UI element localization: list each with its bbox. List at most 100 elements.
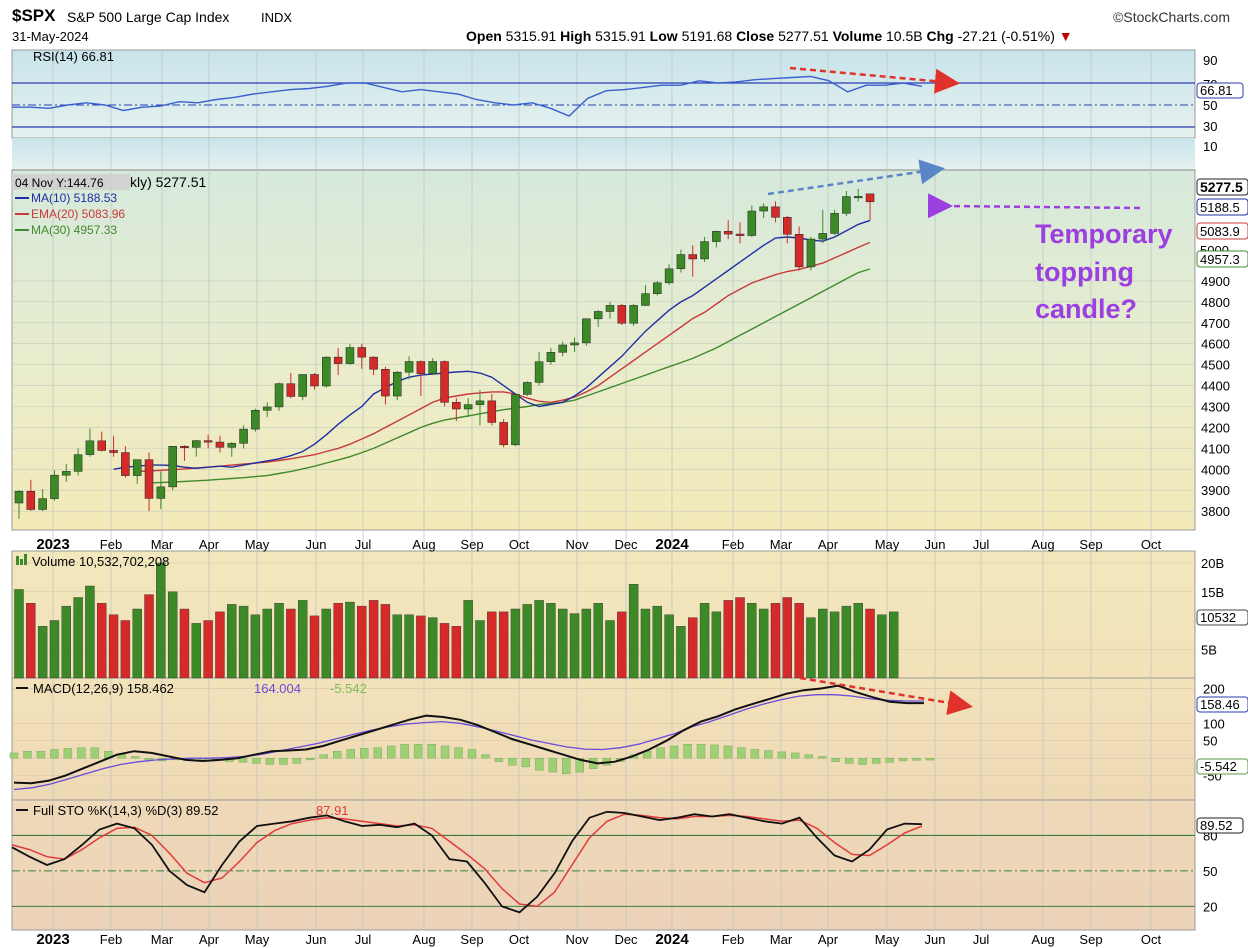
price-tick-label: 4500 xyxy=(1201,358,1230,373)
x-tick-label-top: Oct xyxy=(509,537,530,552)
candle xyxy=(215,441,225,448)
macd-histogram-bar xyxy=(912,757,921,761)
macd-histogram-bar xyxy=(346,749,355,759)
volume-bar xyxy=(770,603,781,679)
rsi-tick-label: 50 xyxy=(1203,98,1217,113)
macd-histogram-bar xyxy=(548,757,558,773)
macd-histogram-bar xyxy=(333,751,342,759)
volume-bar xyxy=(61,605,71,679)
macd-histogram-bar xyxy=(440,745,450,759)
volume-bar xyxy=(877,614,887,679)
macd-histogram-bar xyxy=(386,745,396,759)
candle xyxy=(487,400,497,423)
candle xyxy=(842,196,851,214)
x-tick-label-bottom: Oct xyxy=(1141,932,1162,947)
x-tick-label-top: Aug xyxy=(1031,537,1054,552)
macd-histogram-bar xyxy=(131,756,140,759)
x-tick-label-bottom: Sep xyxy=(460,932,483,947)
volume-bar xyxy=(357,605,367,679)
volume-bar xyxy=(108,614,119,679)
candle xyxy=(475,400,485,405)
low-value: 5191.68 xyxy=(681,28,733,44)
volume-bar xyxy=(829,611,840,679)
price-legend-entry: MA(30) 4957.33 xyxy=(31,223,117,237)
macd-histogram-bar xyxy=(831,757,840,762)
volume-bar xyxy=(510,608,521,679)
candle xyxy=(262,406,272,411)
volume-bar xyxy=(262,608,272,679)
x-tick-label-bottom: Jul xyxy=(973,932,990,947)
volume-bar xyxy=(144,594,154,679)
macd-histogram-bar xyxy=(279,757,288,765)
x-tick-label-bottom: Feb xyxy=(722,932,744,947)
x-tick-label-top: Jul xyxy=(973,537,990,552)
volume-bar xyxy=(617,611,627,679)
volume-bar xyxy=(699,603,710,679)
candle xyxy=(333,356,343,364)
candle xyxy=(582,318,591,344)
price-tick-label: 4700 xyxy=(1201,316,1230,331)
volume-bar xyxy=(286,608,296,679)
macd-histogram-bar xyxy=(871,757,881,764)
candle xyxy=(121,452,130,476)
volume-bar xyxy=(546,603,556,679)
candle xyxy=(853,196,863,199)
volume-bar xyxy=(368,600,379,679)
volume-bar xyxy=(841,605,852,679)
candle xyxy=(818,233,828,240)
candle xyxy=(85,440,95,455)
candle xyxy=(735,233,745,236)
volume-bar xyxy=(404,614,414,679)
x-tick-label-bottom: Aug xyxy=(1031,932,1054,947)
candle xyxy=(511,394,520,446)
panel-rsi-lower xyxy=(12,138,1195,170)
x-tick-label-bottom: Feb xyxy=(100,932,122,947)
candle xyxy=(26,491,36,510)
volume-bar xyxy=(49,620,60,679)
macd-signal-legend: 164.004 xyxy=(254,681,301,696)
x-tick-label-bottom: May xyxy=(875,932,900,947)
price-trend-arrow xyxy=(767,159,945,196)
x-tick-label-top: Apr xyxy=(818,537,839,552)
macd-histogram-bar xyxy=(238,757,248,763)
chart-canvas: 2023 2023 Feb Feb Mar Mar Apr Apr May May Jun Jun Ju… xyxy=(9,49,1248,948)
candle xyxy=(180,446,189,449)
macd-histogram-bar xyxy=(669,745,679,759)
macd-histogram-bar xyxy=(413,744,423,759)
brand-logo[interactable]: ©StockCharts.com xyxy=(1113,9,1230,25)
candle xyxy=(274,383,284,408)
volume-bar xyxy=(794,603,804,679)
candle xyxy=(629,305,638,324)
rsi-line xyxy=(12,75,923,117)
candle xyxy=(617,305,627,324)
price-last-value: 4957.3 xyxy=(1200,252,1240,267)
x-tick-label-bottom: May xyxy=(245,932,270,947)
volume-bar xyxy=(628,584,639,679)
macd-histogram-bar xyxy=(696,744,706,759)
volume-bar xyxy=(498,611,509,679)
volume-bar xyxy=(451,626,462,679)
macd-histogram-bar xyxy=(454,747,463,759)
candle xyxy=(310,374,319,387)
candle xyxy=(73,454,83,472)
price-last-badge xyxy=(1196,250,1248,268)
candle xyxy=(404,361,414,373)
volume-bar xyxy=(416,615,426,679)
rsi-legend: RSI(14) 66.81 xyxy=(33,49,114,64)
volume-bar xyxy=(156,562,166,679)
macd-histogram-bar xyxy=(292,757,302,764)
symbol-name: S&P 500 Large Cap Index xyxy=(67,9,230,25)
volume-last-value: 10532 xyxy=(1200,610,1236,625)
candle xyxy=(546,352,556,362)
macd-histogram-bar xyxy=(265,757,275,765)
volume-bar xyxy=(85,585,95,679)
candle xyxy=(428,361,437,374)
candle xyxy=(499,422,508,446)
candle xyxy=(605,305,615,312)
macd-histogram-bar xyxy=(319,754,329,759)
price-last-badge xyxy=(1196,198,1248,216)
candle-pointer-arrow xyxy=(927,193,1141,219)
volume-label: Volume xyxy=(832,28,883,44)
volume-bar xyxy=(711,611,722,679)
candle xyxy=(806,238,816,268)
